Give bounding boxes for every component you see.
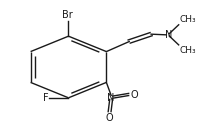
Text: CH₃: CH₃	[179, 15, 196, 24]
Text: O: O	[130, 90, 138, 100]
Text: Br: Br	[62, 10, 73, 20]
Text: CH₃: CH₃	[179, 46, 196, 55]
Text: N: N	[165, 30, 172, 40]
Text: O: O	[106, 113, 113, 123]
Text: N: N	[108, 93, 115, 103]
Text: F: F	[43, 93, 49, 103]
